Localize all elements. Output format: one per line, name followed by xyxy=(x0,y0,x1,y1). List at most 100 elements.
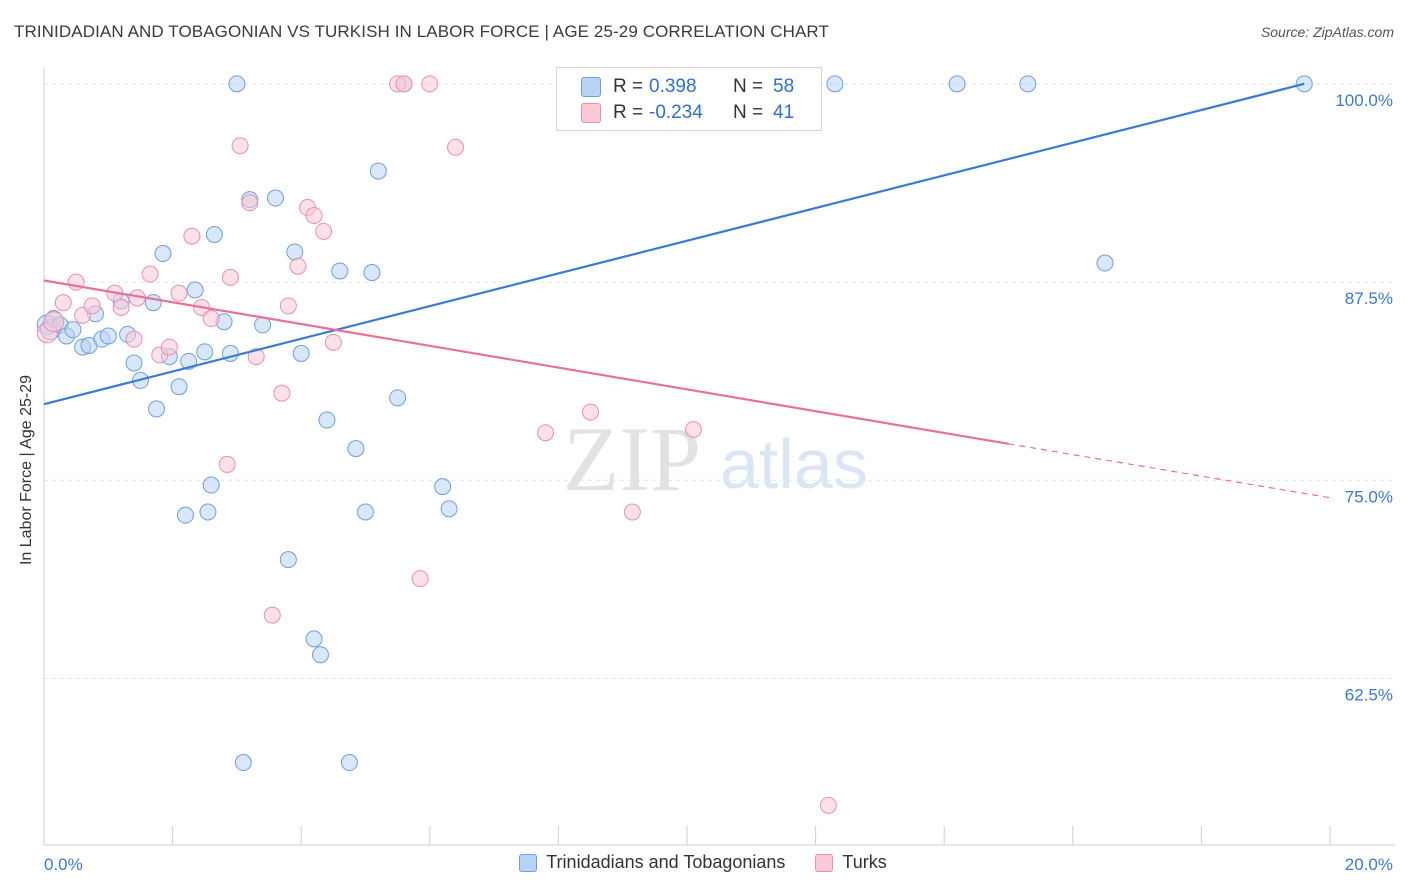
watermark-zip: ZIP xyxy=(563,408,701,510)
r-label: R = xyxy=(613,76,644,97)
point-trinidadians xyxy=(234,754,252,772)
trendline-turks-extension xyxy=(1008,443,1331,499)
point-trinidadians xyxy=(125,354,143,372)
point-trinidadians xyxy=(1096,254,1114,272)
point-turks xyxy=(537,424,555,442)
watermark: ZIP atlas xyxy=(563,408,868,510)
x-tick-label: 20.0% xyxy=(1345,855,1393,874)
point-turks xyxy=(421,75,439,93)
point-trinidadians xyxy=(170,378,188,396)
chart-title: TRINIDADIAN AND TOBAGONIAN VS TURKISH IN… xyxy=(14,22,829,41)
point-trinidadians xyxy=(196,343,214,361)
y-tick-label: 87.5% xyxy=(1345,289,1393,308)
point-trinidadians xyxy=(202,476,220,494)
tick-labels: 62.5% 75.0% 87.5% 100.0% 0.0% 20.0% xyxy=(44,91,1393,874)
point-turks xyxy=(218,455,236,473)
trendline-turks xyxy=(43,279,1009,445)
stats-legend: R = 0.398 N = 58 R = -0.234 N = 41 xyxy=(556,67,822,131)
point-trinidadians xyxy=(148,400,166,418)
point-turks xyxy=(263,606,281,624)
point-turks xyxy=(324,333,342,351)
point-turks xyxy=(160,338,178,356)
point-turks xyxy=(447,138,465,156)
point-trinidadians xyxy=(64,321,82,339)
point-turks xyxy=(395,75,413,93)
n-value: 41 xyxy=(773,102,795,123)
r-value: 0.398 xyxy=(649,76,697,97)
point-turks xyxy=(279,297,297,315)
r-label: R = xyxy=(613,102,644,123)
point-trinidadians xyxy=(311,646,329,664)
point-trinidadians xyxy=(434,478,452,496)
point-trinidadians xyxy=(305,630,323,648)
point-trinidadians xyxy=(279,551,297,569)
y-tick-label: 75.0% xyxy=(1345,487,1393,506)
point-turks xyxy=(411,570,429,588)
point-turks xyxy=(273,384,291,402)
point-trinidadians xyxy=(266,189,284,207)
r-value: -0.234 xyxy=(649,102,703,123)
point-trinidadians xyxy=(1019,75,1037,93)
point-trinidadians xyxy=(363,264,381,282)
point-trinidadians xyxy=(205,226,223,243)
point-turks xyxy=(289,257,307,275)
point-turks xyxy=(819,796,837,814)
point-trinidadians xyxy=(948,75,966,93)
y-tick-label: 62.5% xyxy=(1345,686,1393,705)
trendline-trinidadians xyxy=(43,82,1305,406)
point-trinidadians xyxy=(176,506,194,524)
point-trinidadians xyxy=(357,503,374,521)
n-value: 58 xyxy=(773,76,795,97)
point-trinidadians xyxy=(340,754,358,772)
stats-row-pink: R = -0.234 N = 41 xyxy=(581,100,794,126)
point-trinidadians xyxy=(347,440,365,458)
point-turks xyxy=(125,330,143,348)
swatch-pink xyxy=(581,103,601,123)
point-trinidadians xyxy=(318,411,336,429)
point-turks xyxy=(170,284,188,302)
point-trinidadians xyxy=(389,389,407,407)
legend-swatch-blue xyxy=(519,853,538,872)
point-turks xyxy=(43,311,65,333)
point-trinidadians xyxy=(369,162,387,180)
point-turks xyxy=(315,222,333,240)
x-tick-label: 0.0% xyxy=(44,855,83,874)
data-points xyxy=(36,75,1313,814)
legend-label: Trinidadians and Tobagonians xyxy=(546,852,786,872)
point-turks xyxy=(684,421,702,439)
stats-row-blue: R = 0.398 N = 58 xyxy=(581,74,794,100)
point-turks xyxy=(305,206,323,224)
legend-item-turks[interactable]: Turks xyxy=(815,852,887,873)
y-axis-label: In Labor Force | Age 25-29 xyxy=(18,374,35,566)
point-trinidadians xyxy=(440,500,458,518)
point-turks xyxy=(54,294,72,312)
point-turks xyxy=(221,268,239,286)
series-legend: Trinidadians and Tobagonians Turks xyxy=(0,852,1406,873)
legend-swatch-pink xyxy=(815,853,834,872)
point-trinidadians xyxy=(292,344,310,362)
point-trinidadians xyxy=(186,281,204,299)
n-label: N = xyxy=(733,102,764,123)
n-label: N = xyxy=(733,76,764,97)
point-turks xyxy=(141,265,159,283)
point-trinidadians xyxy=(286,243,304,261)
point-turks xyxy=(231,137,249,155)
point-turks xyxy=(247,348,265,366)
point-turks xyxy=(183,227,201,245)
grid-lines xyxy=(44,83,1395,679)
point-turks xyxy=(112,298,130,316)
point-trinidadians xyxy=(331,262,349,280)
y-tick-label: 100.0% xyxy=(1335,91,1393,110)
point-turks xyxy=(582,403,600,421)
trend-lines xyxy=(43,82,1331,499)
legend-label: Turks xyxy=(842,852,887,872)
point-trinidadians xyxy=(199,503,217,521)
legend-item-trinidadians[interactable]: Trinidadians and Tobagonians xyxy=(519,852,785,873)
point-turks xyxy=(202,310,220,328)
point-trinidadians xyxy=(154,245,172,263)
point-trinidadians xyxy=(228,75,246,93)
axes xyxy=(43,68,1395,846)
point-trinidadians xyxy=(99,327,117,345)
swatch-blue xyxy=(581,77,601,97)
